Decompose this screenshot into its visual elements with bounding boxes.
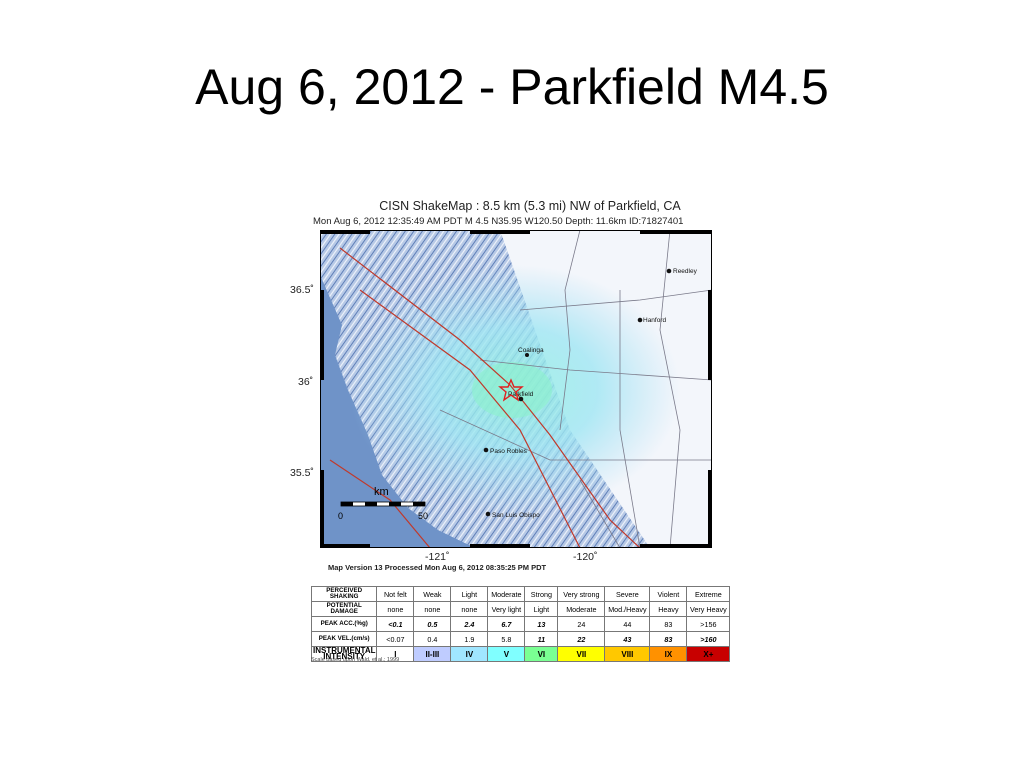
scale-cell: 6.7 (487, 616, 526, 632)
lat-label-36: 36˚ (298, 376, 314, 388)
scale-cell: Light (524, 601, 559, 617)
town-dot-san-luis-obispo (485, 511, 491, 517)
intensity-cell: VI (524, 646, 559, 662)
lat-label-35-5: 35.5˚ (290, 467, 314, 479)
slide-title: Aug 6, 2012 - Parkfield M4.5 (195, 59, 829, 115)
row-instrumental-intensity: INSTRUMENTAL INTENSITY I II-III IV V VI … (310, 645, 731, 662)
frame-ticks (320, 230, 712, 548)
scale-cell: 1.9 (450, 631, 489, 647)
row-peak-acc: PEAK ACC.(%g) <0.1 0.5 2.4 6.7 13 24 44 … (310, 616, 731, 632)
scale-cell: 13 (524, 616, 559, 632)
scale-cell: none (376, 601, 415, 617)
scale-cell: Light (450, 586, 489, 602)
scale-cell: Very light (487, 601, 526, 617)
town-label-paso-robles: Paso Robles (490, 448, 528, 455)
intensity-cell: IV (450, 646, 489, 662)
town-dot-reedley (666, 268, 672, 274)
intensity-cell: II-III (413, 646, 452, 662)
scale-bar-end: 50 (418, 511, 428, 521)
scale-cell: >156 (686, 616, 731, 632)
intensity-cell: I (376, 646, 415, 662)
shakemap-map: Reedley Hanford Coalinga Parkfield Paso … (320, 229, 713, 549)
town-label-san-luis-obispo: San Luis Obispo (492, 512, 540, 519)
scale-cell: 11 (524, 631, 559, 647)
scale-cell: Severe (604, 586, 651, 602)
town-label-parkfield: Parkfield (508, 391, 534, 398)
scale-cell: Moderate (487, 586, 526, 602)
intensity-cell: V (487, 646, 526, 662)
scale-cell: 83 (649, 631, 688, 647)
scale-cell: Strong (524, 586, 559, 602)
scale-cell: Moderate (557, 601, 606, 617)
shakemap-title: CISN ShakeMap : 8.5 km (5.3 mi) NW of Pa… (379, 199, 681, 213)
scale-bar: km 0 50 (338, 486, 428, 521)
epicenter-star (498, 378, 524, 402)
scale-cell: Heavy (649, 601, 688, 617)
scale-cell: 83 (649, 616, 688, 632)
row-potential-damage: POTENTIAL DAMAGE none none none Very lig… (310, 601, 731, 617)
faults (329, 247, 641, 549)
roads (439, 229, 713, 549)
scale-cell: Weak (413, 586, 452, 602)
scale-bar-unit: km (374, 486, 389, 498)
town-dot-coalinga (525, 353, 529, 357)
scale-bar-start: 0 (338, 511, 343, 521)
scale-cell: 44 (604, 616, 651, 632)
scale-cell: Violent (649, 586, 688, 602)
scale-cell: 0.5 (413, 616, 452, 632)
map-version: Map Version 13 Processed Mon Aug 6, 2012… (328, 563, 547, 572)
intensity-cell: VIII (604, 646, 651, 662)
scale-cell: 2.4 (450, 616, 489, 632)
scale-cell: >160 (686, 631, 731, 647)
lat-label-36-5: 36.5˚ (290, 284, 314, 296)
shakemap-subtitle: Mon Aug 6, 2012 12:35:49 AM PDT M 4.5 N3… (313, 216, 684, 227)
town-markers (483, 268, 672, 517)
scale-bar-segments (340, 501, 426, 507)
scale-cell: <0.1 (376, 616, 415, 632)
town-dot-parkfield (518, 396, 524, 402)
scale-cell: Very Heavy (686, 601, 731, 617)
row-label: POTENTIAL DAMAGE (310, 601, 378, 617)
intensity-cell: X+ (686, 646, 731, 662)
scale-cell: Mod./Heavy (604, 601, 651, 617)
row-perceived-shaking: PERCEIVED SHAKING Not felt Weak Light Mo… (310, 586, 731, 602)
intensity-scale-table: PERCEIVED SHAKING Not felt Weak Light Mo… (310, 586, 731, 662)
row-label: PEAK ACC.(%g) (310, 616, 378, 632)
scale-cell: 22 (557, 631, 606, 647)
intensity-cell: VII (557, 646, 606, 662)
scale-note: Scale based upon Wald, et al.; 1999 (311, 657, 400, 663)
lon-label-120: -120˚ (573, 551, 598, 563)
row-label: PEAK VEL.(cm/s) (310, 631, 378, 647)
shaking-core (472, 362, 552, 418)
town-dot-hanford (637, 317, 643, 323)
town-label-coalinga: Coalinga (518, 347, 544, 354)
intensity-cell: IX (649, 646, 688, 662)
scale-cell: none (413, 601, 452, 617)
scale-cell: Very strong (557, 586, 606, 602)
scale-cell: 24 (557, 616, 606, 632)
row-label: PERCEIVED SHAKING (310, 586, 378, 602)
scale-cell: Not felt (376, 586, 415, 602)
scale-cell: Extreme (686, 586, 731, 602)
row-peak-vel: PEAK VEL.(cm/s) <0.07 0.4 1.9 5.8 11 22 … (310, 631, 731, 647)
town-label-hanford: Hanford (643, 317, 667, 324)
row-label: INSTRUMENTAL INTENSITY (310, 645, 378, 662)
scale-cell: <0.07 (376, 631, 415, 647)
shakemap-svg: Reedley Hanford Coalinga Parkfield Paso … (320, 229, 713, 549)
scale-cell: none (450, 601, 489, 617)
scale-cell: 0.4 (413, 631, 452, 647)
scale-cell: 43 (604, 631, 651, 647)
town-dot-paso-robles (483, 447, 489, 453)
scale-cell: 5.8 (487, 631, 526, 647)
town-label-reedley: Reedley (673, 268, 698, 275)
lon-label-121: -121˚ (425, 551, 450, 563)
